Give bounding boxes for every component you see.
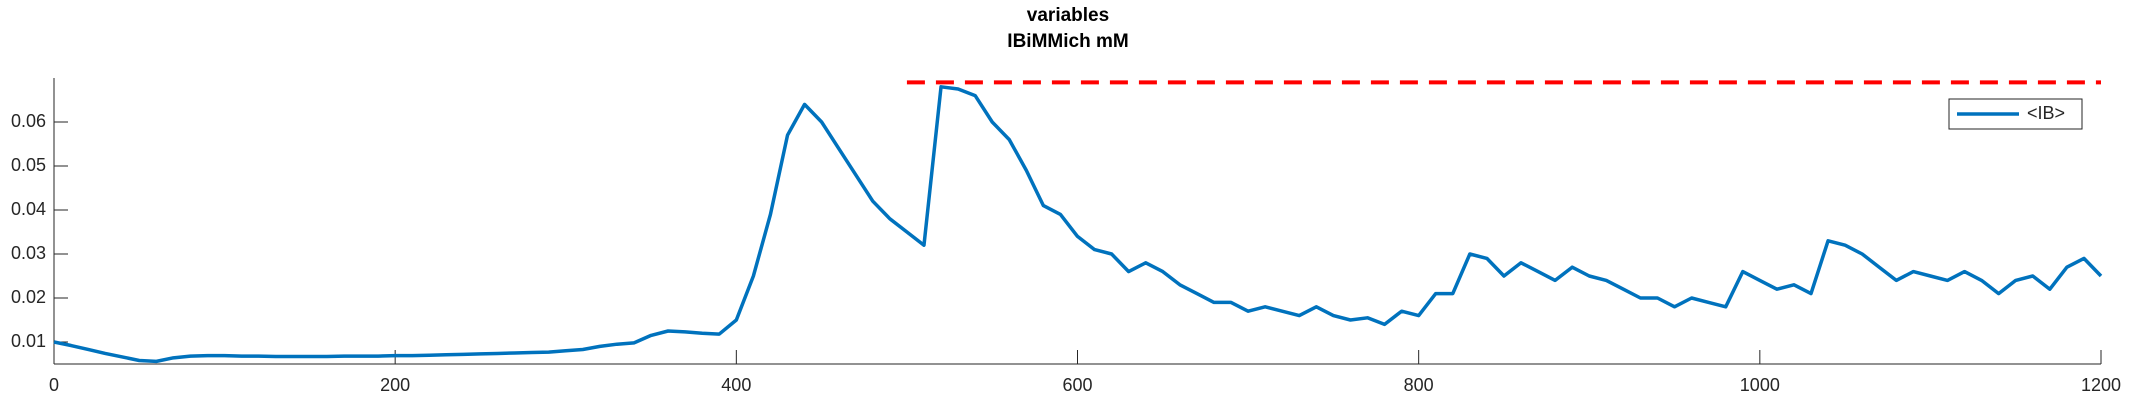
chart-title: variables: [1027, 5, 1109, 26]
x-tick-label: 600: [1062, 375, 1092, 395]
data-line: [53, 85, 2103, 364]
y-tick-label: 0.03: [11, 243, 46, 263]
x-tick-label: 0: [49, 375, 59, 395]
x-tick-label: 800: [1404, 375, 1434, 395]
y-tick-label: 0.02: [11, 287, 46, 307]
x-tick-label: 1000: [1740, 375, 1780, 395]
chart-title: IBiMMich mM: [1007, 31, 1128, 52]
y-tick-label: 0.06: [11, 111, 46, 131]
legend-label: <IB>: [2027, 103, 2065, 123]
y-tick-label: 0.04: [11, 199, 46, 219]
x-tick-label: 1200: [2081, 375, 2121, 395]
x-tick-label: 400: [721, 375, 751, 395]
y-tick-label: 0.01: [11, 331, 46, 351]
x-tick-label: 200: [380, 375, 410, 395]
y-tick-label: 0.05: [11, 155, 46, 175]
